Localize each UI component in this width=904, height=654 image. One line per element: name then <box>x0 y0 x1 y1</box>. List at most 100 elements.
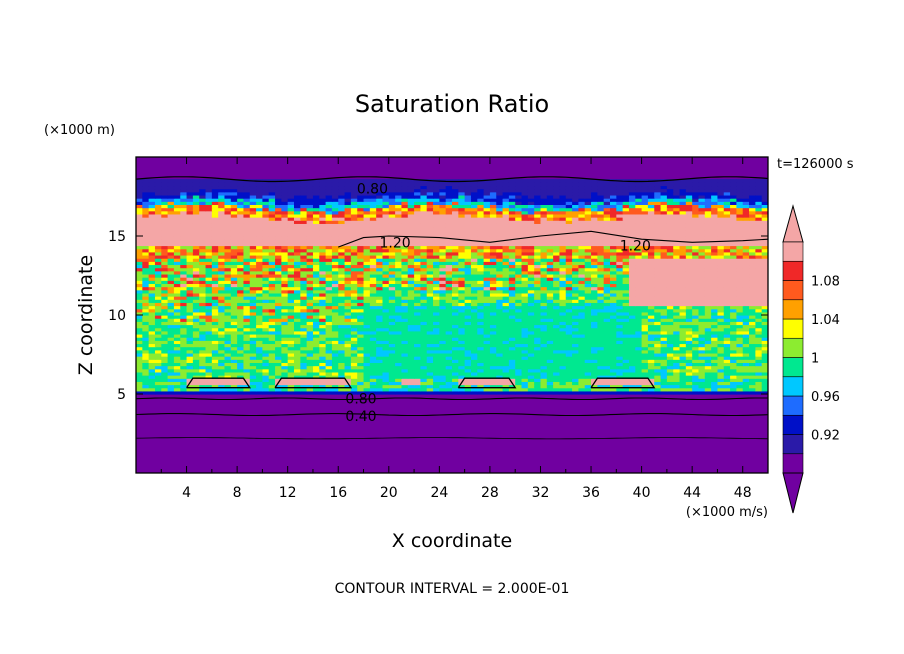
field-cell <box>730 375 737 379</box>
field-cell <box>730 245 737 250</box>
field-cell <box>723 384 731 389</box>
field-cell <box>489 245 497 250</box>
field-cell <box>237 258 245 262</box>
field-cell <box>761 321 768 326</box>
field-cell <box>641 365 649 370</box>
field-cell <box>312 359 320 363</box>
field-cell <box>755 245 763 250</box>
field-cell <box>679 236 687 240</box>
field-cell <box>249 390 257 395</box>
field-cell <box>262 349 270 354</box>
field-cell <box>173 327 181 332</box>
field-cell <box>540 390 548 395</box>
field-cell <box>426 368 434 373</box>
field-cell <box>167 349 175 354</box>
field-cell <box>363 258 371 262</box>
field-cell <box>338 239 346 243</box>
field-cell <box>433 311 440 316</box>
field-cell <box>572 318 579 322</box>
field-cell <box>300 375 308 379</box>
field-cell <box>508 292 516 297</box>
field-cell <box>319 242 327 247</box>
field-cell <box>673 352 681 357</box>
field-cell <box>167 333 175 338</box>
field-cell <box>319 264 327 269</box>
field-cell <box>540 236 548 240</box>
field-cell <box>148 277 156 281</box>
field-cell <box>287 346 295 351</box>
field-cell <box>698 308 706 313</box>
field-cell <box>742 362 750 367</box>
field-cell <box>186 359 194 363</box>
field-cell <box>350 299 358 303</box>
field-cell <box>357 280 365 284</box>
field-cell <box>426 352 434 357</box>
field-cell <box>338 356 346 360</box>
field-cell <box>660 311 668 316</box>
field-cell <box>426 270 434 275</box>
field-cell <box>692 277 700 281</box>
field-cell <box>628 258 636 262</box>
field-cell <box>477 264 485 269</box>
field-cell <box>641 375 649 379</box>
field-cell <box>161 311 169 316</box>
field-cell <box>268 245 276 250</box>
field-cell <box>445 337 453 341</box>
field-cell <box>597 245 605 250</box>
field-cell <box>281 356 289 360</box>
field-cell <box>502 324 510 329</box>
field-cell <box>698 264 706 269</box>
field-cell <box>502 346 510 351</box>
field-cell <box>572 352 579 357</box>
field-cell <box>464 371 472 376</box>
field-cell <box>477 343 485 348</box>
field-cell <box>622 254 630 259</box>
field-cell <box>647 321 655 326</box>
field-cell <box>211 248 219 253</box>
field-cell <box>420 270 428 275</box>
field-cell <box>660 305 668 310</box>
field-cell <box>502 387 510 392</box>
field-cell <box>262 277 270 281</box>
field-cell <box>414 242 421 247</box>
field-cell <box>224 296 232 300</box>
field-cell <box>262 251 270 256</box>
field-cell <box>306 283 314 288</box>
field-cell <box>628 375 636 379</box>
field-cell <box>654 381 662 386</box>
field-cell <box>281 378 289 382</box>
field-cell <box>641 299 649 303</box>
field-cell <box>319 318 327 322</box>
field-cell <box>401 277 409 281</box>
field-cell <box>515 346 523 351</box>
field-cell <box>755 356 763 360</box>
field-cell <box>464 387 472 392</box>
field-cell <box>559 277 567 281</box>
field-cell <box>755 277 763 281</box>
field-cell <box>628 318 636 322</box>
field-cell <box>742 283 750 288</box>
field-cell <box>515 321 523 326</box>
field-cell <box>306 371 314 376</box>
field-cell <box>723 277 731 281</box>
field-cell <box>256 283 263 288</box>
field-cell <box>489 378 497 382</box>
field-cell <box>205 390 213 395</box>
field-cell <box>565 267 573 272</box>
field-cell <box>445 270 453 275</box>
field-cell <box>369 318 377 322</box>
field-cell <box>521 286 529 291</box>
field-cell <box>704 242 712 247</box>
field-cell <box>407 362 415 367</box>
field-cell <box>319 283 327 288</box>
field-cell <box>243 356 251 360</box>
field-cell <box>717 267 725 272</box>
field-cell <box>527 258 535 262</box>
field-cell <box>704 340 712 345</box>
field-cell <box>388 270 396 275</box>
field-cell <box>591 261 598 266</box>
field-cell <box>262 324 270 329</box>
field-cell <box>654 270 662 275</box>
field-cell <box>666 378 674 382</box>
field-cell <box>275 239 282 243</box>
